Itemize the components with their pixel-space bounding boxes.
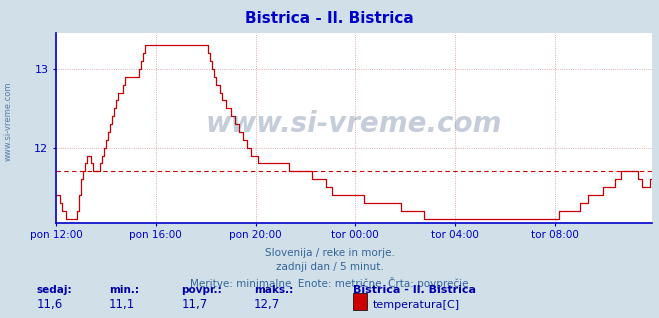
Text: 12,7: 12,7 xyxy=(254,299,280,311)
Text: povpr.:: povpr.: xyxy=(181,285,222,294)
Text: temperatura[C]: temperatura[C] xyxy=(372,301,459,310)
Text: 11,1: 11,1 xyxy=(109,299,135,311)
Text: min.:: min.: xyxy=(109,285,139,294)
Text: 11,6: 11,6 xyxy=(36,299,63,311)
Text: Bistrica - Il. Bistrica: Bistrica - Il. Bistrica xyxy=(245,11,414,26)
Text: Meritve: minimalne  Enote: metrične  Črta: povprečje: Meritve: minimalne Enote: metrične Črta:… xyxy=(190,277,469,289)
Text: www.si-vreme.com: www.si-vreme.com xyxy=(206,110,502,138)
Text: maks.:: maks.: xyxy=(254,285,293,294)
Text: www.si-vreme.com: www.si-vreme.com xyxy=(3,81,13,161)
Text: Slovenija / reke in morje.: Slovenija / reke in morje. xyxy=(264,248,395,258)
Text: 11,7: 11,7 xyxy=(181,299,208,311)
Text: zadnji dan / 5 minut.: zadnji dan / 5 minut. xyxy=(275,262,384,272)
Text: sedaj:: sedaj: xyxy=(36,285,72,294)
Text: Bistrica - Il. Bistrica: Bistrica - Il. Bistrica xyxy=(353,285,476,294)
